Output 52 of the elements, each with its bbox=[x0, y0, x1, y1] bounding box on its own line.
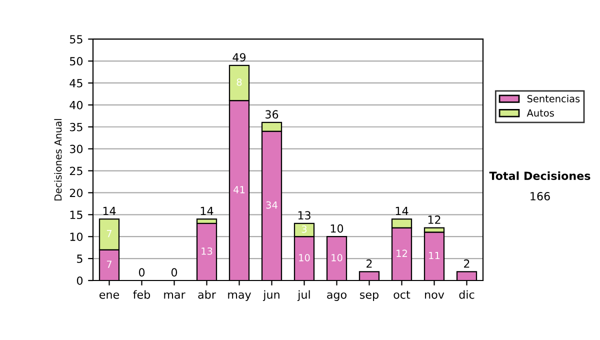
data-label: 10 bbox=[332, 254, 342, 262]
y-tick-label: 20 bbox=[70, 188, 83, 198]
total-label: 2 bbox=[464, 259, 470, 268]
y-tick-label: 15 bbox=[70, 210, 82, 220]
x-tick-label: jul bbox=[297, 290, 310, 301]
data-label: 8 bbox=[236, 78, 242, 86]
total-label: 10 bbox=[330, 224, 344, 233]
x-tick-label: jun bbox=[262, 290, 280, 301]
y-tick-label: 40 bbox=[70, 100, 83, 110]
y-tick-label: 0 bbox=[76, 276, 83, 285]
total-label: 0 bbox=[138, 268, 145, 277]
data-label: 34 bbox=[266, 201, 278, 209]
x-tick-label: mar bbox=[164, 292, 186, 299]
x-tick-label: oct bbox=[394, 290, 410, 299]
data-label: 3 bbox=[302, 225, 307, 233]
y-tick-label: 55 bbox=[70, 35, 82, 44]
legend-label: Autos bbox=[526, 109, 554, 117]
y-tick-label: 45 bbox=[70, 79, 82, 88]
data-label: 41 bbox=[234, 186, 245, 194]
x-tick-label: feb bbox=[133, 290, 150, 299]
text: 166 bbox=[530, 192, 550, 200]
legend-label: Sentencias bbox=[527, 94, 580, 102]
x-tick-label: may bbox=[228, 292, 252, 301]
y-tick-label: 35 bbox=[70, 122, 82, 132]
total-label: 14 bbox=[200, 206, 214, 215]
total-label: 14 bbox=[103, 206, 116, 215]
x-tick-label: nov bbox=[425, 292, 444, 299]
text: Total Decisiones bbox=[489, 171, 590, 180]
total-label: 49 bbox=[232, 53, 246, 62]
data-label: 12 bbox=[396, 250, 407, 257]
y-tick-label: 50 bbox=[70, 57, 83, 66]
x-tick-label: abr bbox=[198, 290, 216, 299]
x-tick-label: sep bbox=[360, 292, 378, 301]
x-tick-label: ene bbox=[100, 292, 120, 299]
y-axis-title: Decisiones Anual bbox=[54, 119, 62, 200]
x-tick-label: dic bbox=[459, 290, 474, 299]
data-label: 11 bbox=[429, 252, 440, 260]
y-tick-label: 5 bbox=[77, 254, 82, 263]
x-tick-label: ago bbox=[327, 292, 346, 301]
data-label: 7 bbox=[106, 260, 112, 268]
total-label: 13 bbox=[298, 211, 310, 220]
y-tick-label: 30 bbox=[70, 144, 83, 154]
data-label: 10 bbox=[299, 254, 310, 262]
data-label: 7 bbox=[106, 230, 112, 238]
y-tick-label: 25 bbox=[70, 166, 82, 176]
total-label: 0 bbox=[171, 268, 178, 277]
total-label: 14 bbox=[396, 206, 408, 215]
y-tick-label: 10 bbox=[70, 232, 83, 241]
total-label: 2 bbox=[366, 259, 372, 268]
data-label: 13 bbox=[202, 247, 212, 255]
total-label: 36 bbox=[266, 110, 278, 119]
total-label: 12 bbox=[428, 216, 440, 224]
